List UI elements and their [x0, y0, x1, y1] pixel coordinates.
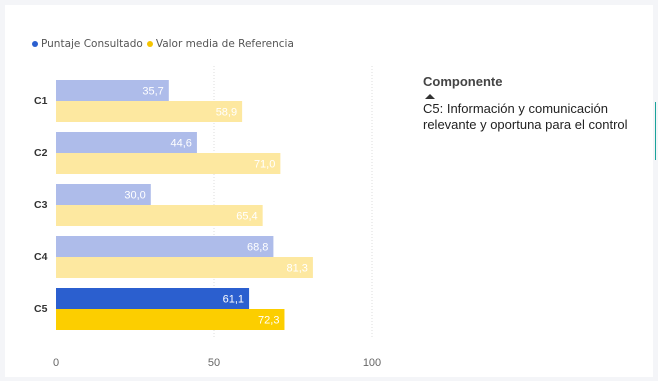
x-tick-label: 0	[53, 357, 59, 369]
bar-consultado[interactable]	[56, 132, 197, 153]
category-label: C3	[34, 199, 48, 211]
legend-label-referencia: Valor media de Referencia	[155, 38, 294, 50]
bar-referencia[interactable]	[56, 153, 281, 174]
bar-referencia[interactable]	[56, 309, 285, 330]
scrollbar[interactable]	[655, 102, 656, 160]
category-label: C2	[34, 147, 48, 159]
category-label: C4	[34, 251, 48, 263]
bar-consultado[interactable]	[56, 80, 169, 101]
bar-consultado[interactable]	[56, 184, 151, 205]
legend-label-consultado: Puntaje Consultado	[41, 38, 143, 50]
legend-dot-consultado	[32, 41, 38, 47]
data-label: 35,7	[142, 86, 163, 98]
bar-consultado[interactable]	[56, 236, 274, 257]
data-label: 61,1	[223, 294, 244, 306]
bar-referencia[interactable]	[56, 101, 243, 122]
x-tick-label: 50	[208, 357, 220, 369]
legend-dot-referencia	[146, 41, 153, 47]
legend-item-referencia[interactable]: Valor media de Referencia	[146, 38, 294, 50]
data-label: 71,0	[254, 159, 275, 171]
x-tick-label: 100	[363, 357, 381, 369]
triangle-up-icon[interactable]	[425, 94, 435, 99]
category-label: C5	[34, 303, 48, 315]
data-label: 65,4	[236, 211, 257, 223]
bar-referencia[interactable]	[56, 257, 313, 278]
data-label: 58,9	[216, 107, 237, 119]
data-label: 72,3	[258, 315, 279, 327]
data-label: 68,8	[247, 242, 268, 254]
data-label: 44,6	[171, 138, 192, 150]
category-label: C1	[34, 95, 48, 107]
bar-referencia[interactable]	[56, 205, 263, 226]
side-panel-title: Componente	[423, 74, 503, 89]
data-label: 30,0	[124, 190, 145, 202]
data-label: 81,3	[286, 263, 307, 275]
bar-consultado[interactable]	[56, 288, 250, 309]
selected-component-text: C5: Información y comunicación relevante…	[423, 101, 628, 132]
chart-legend: Puntaje Consultado Valor media de Refere…	[32, 38, 298, 50]
legend-item-consultado[interactable]: Puntaje Consultado	[32, 38, 143, 50]
side-panel: Componente C5: Información y comunicació…	[423, 74, 655, 133]
